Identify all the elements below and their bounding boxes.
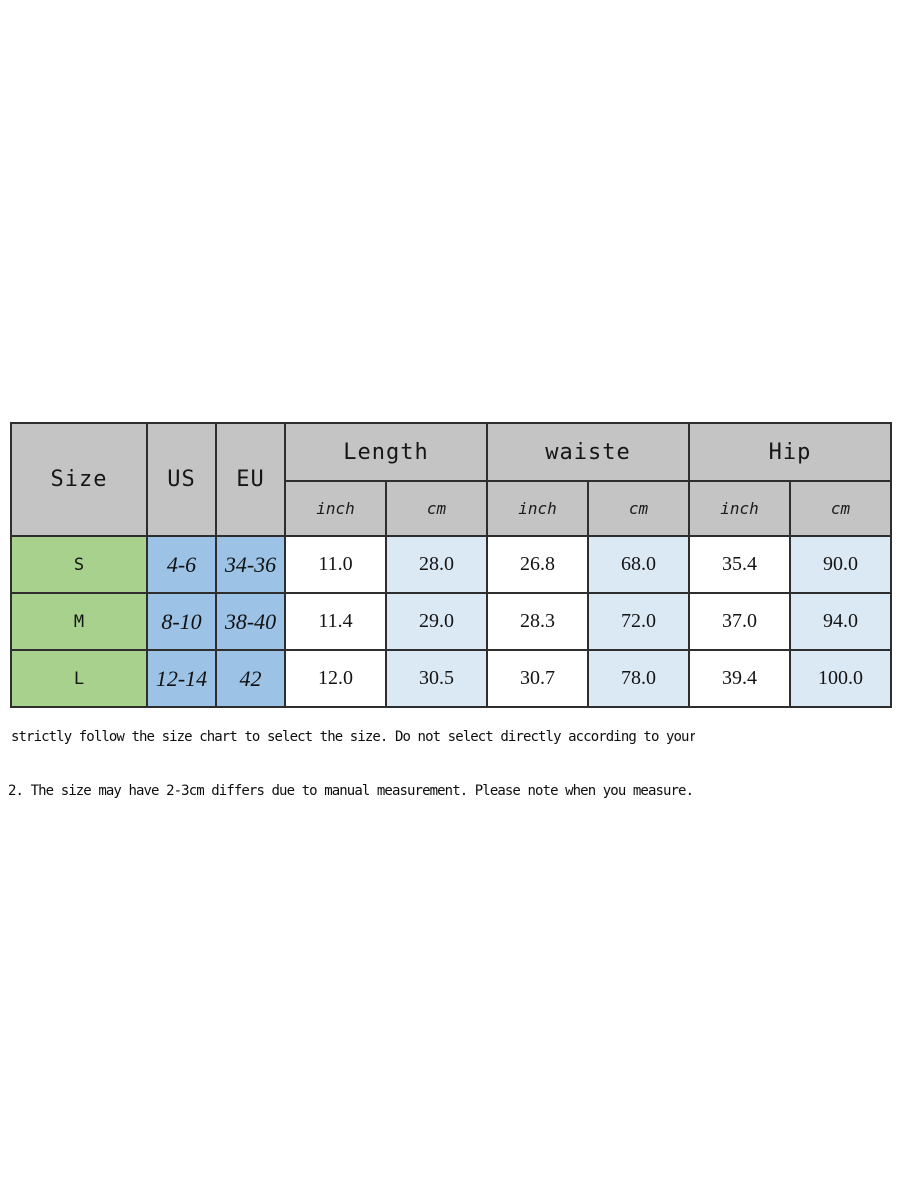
cell-waist-inch-s: 26.8 <box>486 535 590 594</box>
cell-us-m: 8-10 <box>146 592 217 651</box>
note-line-2: 2. The size may have 2-3cm differs due t… <box>8 783 694 799</box>
cell-hip-inch-s: 35.4 <box>688 535 792 594</box>
header-group-length: Length <box>283 422 489 482</box>
note-line-1: strictly follow the size chart to select… <box>11 729 695 745</box>
header-row-units: inch cm inch cm inch cm <box>11 480 893 537</box>
table-row-s: S 4-6 34-36 11.0 28.0 26.8 68.0 35.4 90.… <box>10 535 893 594</box>
cell-waist-cm-s: 68.0 <box>587 535 691 594</box>
cell-eu-m: 38-40 <box>215 592 286 651</box>
cell-hip-cm-l: 100.0 <box>789 649 893 708</box>
header-size: Size <box>10 422 148 537</box>
cell-waist-inch-m: 28.3 <box>486 592 590 651</box>
header-length-cm: cm <box>384 480 489 537</box>
cell-us-l: 12-14 <box>146 649 217 708</box>
cell-eu-l: 42 <box>215 649 286 708</box>
cell-length-cm-m: 29.0 <box>384 592 489 651</box>
cell-waist-inch-l: 30.7 <box>486 649 590 708</box>
header-hip-inch: inch <box>688 480 792 537</box>
cell-length-cm-l: 30.5 <box>384 649 489 708</box>
header-hip-cm: cm <box>789 480 893 537</box>
cell-hip-inch-l: 39.4 <box>688 649 792 708</box>
header-group-waist: waiste <box>486 422 691 482</box>
table-row-m: M 8-10 38-40 11.4 29.0 28.3 72.0 37.0 94… <box>10 592 893 651</box>
header-group-hip: Hip <box>688 422 893 482</box>
cell-size-m: M <box>10 592 148 651</box>
cell-length-inch-s: 11.0 <box>284 535 387 594</box>
cell-hip-cm-s: 90.0 <box>789 535 893 594</box>
cell-us-s: 4-6 <box>146 535 217 594</box>
cell-hip-cm-m: 94.0 <box>789 592 893 651</box>
size-chart-table: Size US EU Length waiste Hip inch cm inc… <box>10 422 893 708</box>
cell-size-s: S <box>10 535 148 594</box>
table-row-l: L 12-14 42 12.0 30.5 30.7 78.0 39.4 100.… <box>10 649 893 708</box>
cell-waist-cm-m: 72.0 <box>587 592 691 651</box>
cell-length-cm-s: 28.0 <box>384 535 489 594</box>
header-eu: EU <box>215 422 286 537</box>
cell-length-inch-m: 11.4 <box>284 592 387 651</box>
header-waist-cm: cm <box>587 480 691 537</box>
cell-eu-s: 34-36 <box>215 535 286 594</box>
cell-hip-inch-m: 37.0 <box>688 592 792 651</box>
cell-size-l: L <box>10 649 148 708</box>
cell-waist-cm-l: 78.0 <box>587 649 691 708</box>
cell-length-inch-l: 12.0 <box>284 649 387 708</box>
header-us: US <box>146 422 217 537</box>
header-waist-inch: inch <box>486 480 590 537</box>
header-row-groups: Size US EU Length waiste Hip <box>10 422 893 537</box>
header-length-inch: inch <box>284 480 387 537</box>
